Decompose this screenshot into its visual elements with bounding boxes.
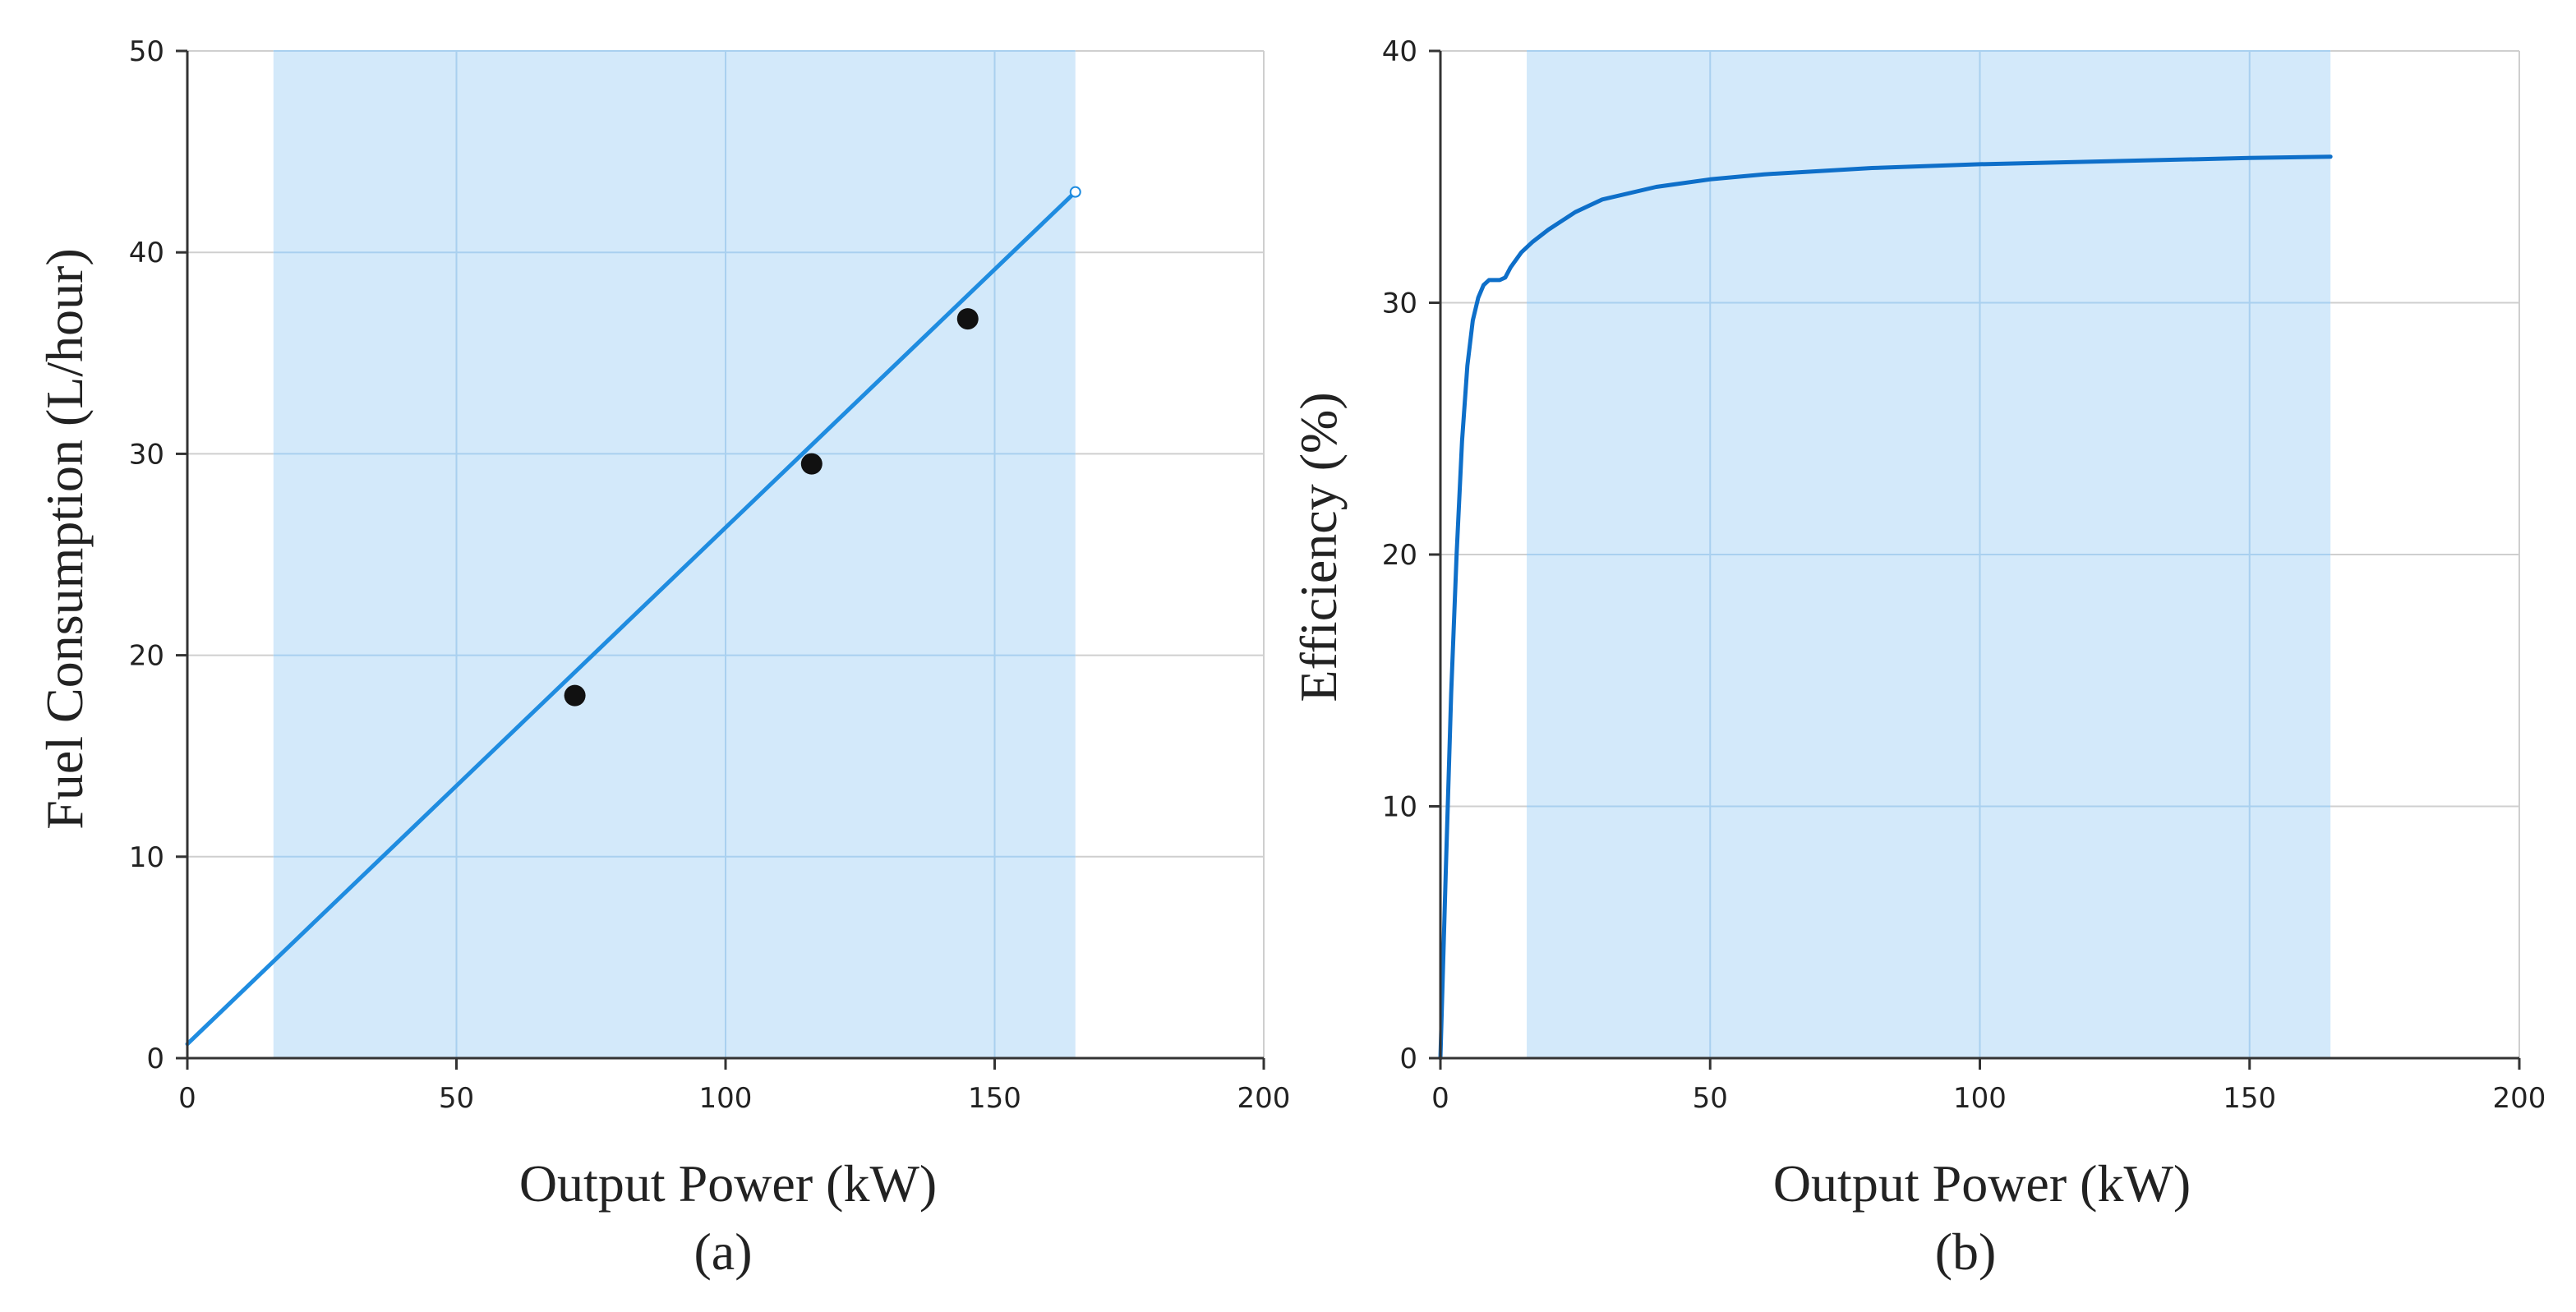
chart-b-gridlines bbox=[1440, 50, 2520, 1058]
chart-a-x-tick-labels: 0 50 100 150 200 bbox=[178, 1082, 1290, 1115]
chart-a-y-tick-label: 20 bbox=[129, 640, 164, 673]
chart-a-data-point bbox=[800, 453, 823, 475]
chart-b-axes bbox=[1429, 49, 2521, 1070]
chart-b-y-tick-label: 30 bbox=[1382, 288, 1417, 320]
chart-b-y-tick-label: 10 bbox=[1382, 791, 1417, 824]
chart-b-y-tick-labels: 0 10 20 30 40 bbox=[1382, 35, 1417, 1075]
chart-a-data-point bbox=[956, 308, 979, 330]
chart-a-y-tick-labels: 0 10 20 30 40 50 bbox=[129, 35, 164, 1075]
chart-a-x-tick-label: 200 bbox=[1237, 1082, 1291, 1115]
chart-b-series-line bbox=[1438, 154, 2333, 1061]
chart-a-shaded-region bbox=[273, 51, 1076, 1058]
chart-a-caption: (a) bbox=[694, 1222, 752, 1281]
chart-b-x-tick-label: 100 bbox=[1953, 1082, 2007, 1115]
chart-b-x-tick-label: 0 bbox=[1431, 1082, 1449, 1115]
chart-b-series bbox=[1438, 154, 2333, 1061]
chart-a-shaded-rect bbox=[273, 51, 1076, 1058]
chart-b-x-tick-label: 50 bbox=[1693, 1082, 1728, 1115]
chart-a-data-point bbox=[564, 684, 586, 707]
chart-a-y-tick-label: 40 bbox=[129, 237, 164, 269]
chart-b-y-tick-label: 0 bbox=[1399, 1043, 1417, 1075]
chart-a-x-tick-label: 0 bbox=[178, 1082, 196, 1115]
chart-a-x-tick-label: 100 bbox=[699, 1082, 753, 1115]
chart-a-fit-end-marker bbox=[1069, 186, 1081, 198]
chart-b-x-axis-title: Output Power (kW) bbox=[1773, 1154, 2191, 1213]
chart-a-y-tick-label: 30 bbox=[129, 438, 164, 471]
chart-a-y-tick-label: 10 bbox=[129, 841, 164, 874]
chart-a: 0 50 100 150 200 0 10 20 30 40 50 Output Power (k… bbox=[35, 35, 1290, 1281]
chart-a-y-tick-label: 50 bbox=[129, 35, 164, 68]
chart-b-caption: (b) bbox=[1935, 1222, 1997, 1281]
chart-a-y-axis-title: Fuel Consumption (L/hour) bbox=[35, 248, 94, 830]
chart-a-gridlines bbox=[187, 50, 1265, 1058]
chart-b-y-tick-label: 40 bbox=[1382, 35, 1417, 68]
chart-a-series-line bbox=[185, 190, 1078, 1047]
chart-b-x-tick-label: 200 bbox=[2493, 1082, 2546, 1115]
chart-a-series bbox=[185, 186, 1081, 1047]
chart-b-y-axis-title: Efficiency (%) bbox=[1289, 392, 1348, 702]
chart-a-x-tick-label: 150 bbox=[968, 1082, 1021, 1115]
chart-b-y-tick-label: 20 bbox=[1382, 539, 1417, 572]
chart-b-x-tick-label: 150 bbox=[2223, 1082, 2276, 1115]
chart-a-y-tick-label: 0 bbox=[146, 1043, 164, 1075]
chart-a-x-axis-title: Output Power (kW) bbox=[519, 1154, 937, 1213]
chart-b: 0 50 100 150 200 0 10 20 30 40 Output Power (kW)… bbox=[1289, 35, 2546, 1281]
chart-a-axes bbox=[176, 49, 1265, 1070]
chart-a-x-tick-label: 50 bbox=[439, 1082, 474, 1115]
chart-b-x-tick-labels: 0 50 100 150 200 bbox=[1431, 1082, 2546, 1115]
